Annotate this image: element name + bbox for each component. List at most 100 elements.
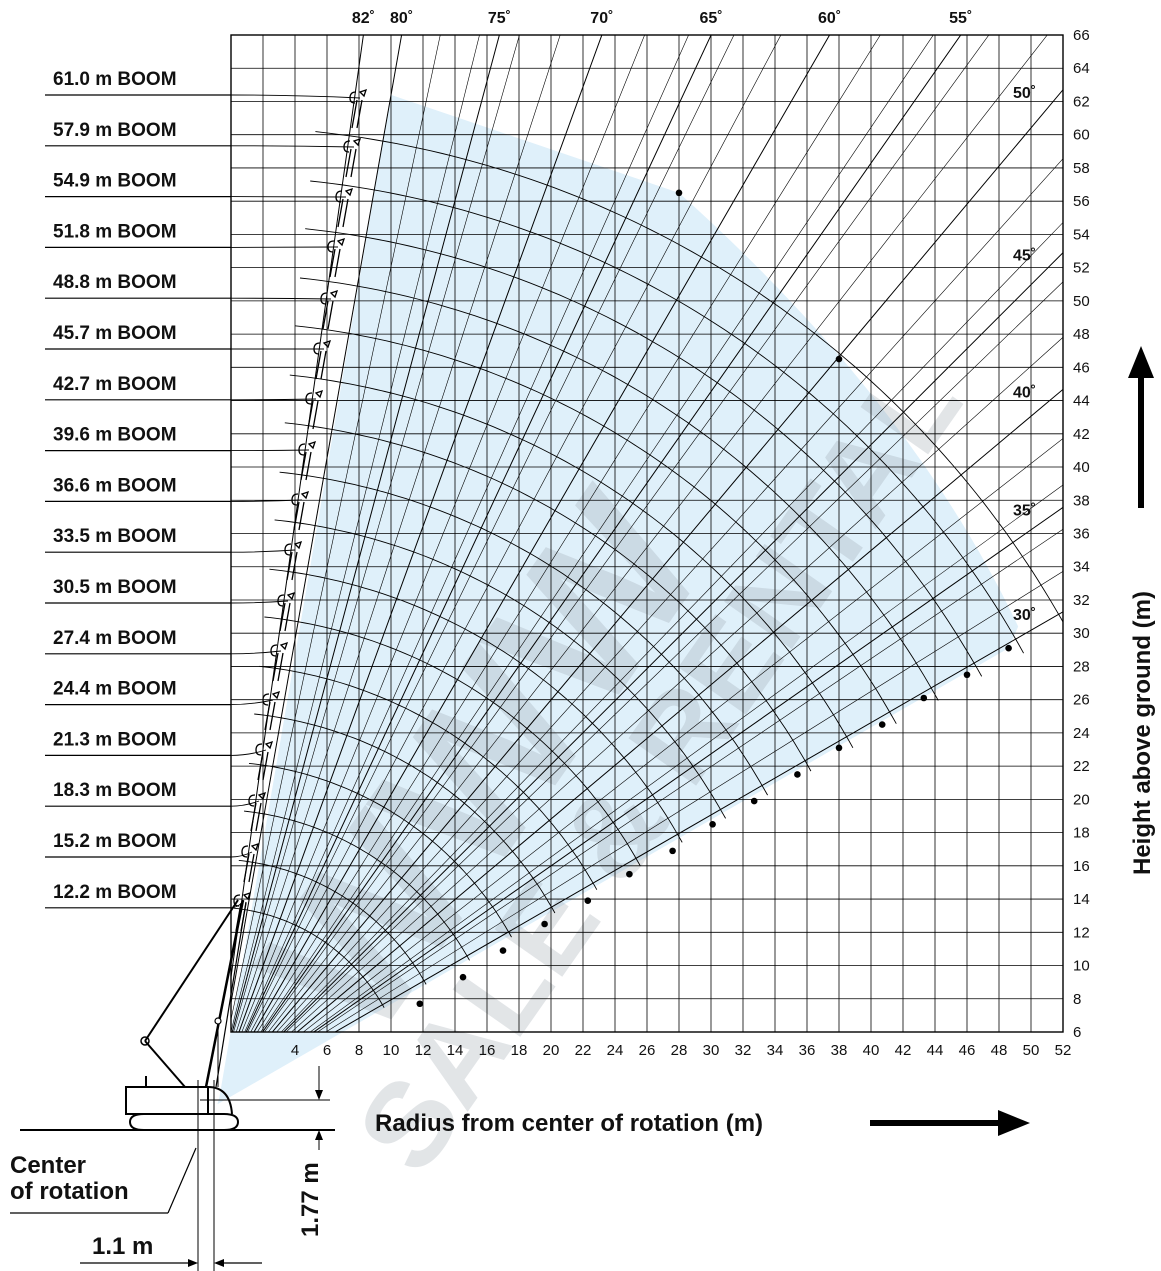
- angle-label-top: 80˚: [390, 10, 413, 27]
- boom-arc: [254, 713, 556, 914]
- angle-ray: [253, 35, 831, 1032]
- angle-label-right: 40˚: [1013, 384, 1036, 401]
- boom-label: 39.6 m BOOM: [53, 425, 177, 446]
- angle-ray: [231, 35, 403, 1006]
- angle-ray: [231, 35, 441, 1021]
- boom-label: 48.8 m BOOM: [53, 272, 177, 293]
- x-tick-label: 12: [415, 1042, 432, 1059]
- boom-arc: [299, 277, 939, 701]
- y-tick-label: 22: [1073, 758, 1090, 775]
- boom-tip-hook-icon: [248, 791, 267, 832]
- crane-pendant: [144, 899, 239, 1042]
- boom-end-point: [459, 973, 467, 981]
- plot-frame: [230, 34, 1064, 1033]
- boom-tip-hook-icon: [343, 137, 362, 178]
- y-tick-label: 26: [1073, 692, 1090, 709]
- boom-arc: [274, 519, 726, 819]
- boom-end-point: [750, 797, 758, 805]
- angle-ray: [245, 35, 712, 1032]
- boom-arc: [233, 907, 385, 1008]
- angle-ray: [334, 611, 1063, 1032]
- y-tick-label: 28: [1073, 658, 1090, 675]
- angle-label-right: 30˚: [1013, 607, 1036, 624]
- x-tick-label: 14: [447, 1042, 464, 1059]
- boom-end-point: [920, 694, 928, 702]
- x-tick-label: 48: [991, 1042, 1008, 1059]
- boom-end-point: [835, 744, 843, 752]
- y-tick-label: 48: [1073, 326, 1090, 343]
- boom-label: 15.2 m BOOM: [53, 831, 177, 852]
- crane-hook-block: [214, 1017, 222, 1025]
- center-of-rotation-leader: [10, 1147, 197, 1214]
- y-tick-label: 10: [1073, 958, 1090, 975]
- boom-tip-hook-icon: [298, 440, 317, 481]
- x-tick-label: 18: [511, 1042, 528, 1059]
- angle-label-top: 60˚: [818, 10, 841, 27]
- angle-ray: [235, 35, 561, 1032]
- boom-end-point: [626, 870, 633, 878]
- boom-label: 12.2 m BOOM: [53, 882, 177, 903]
- boom-end-point: [584, 897, 592, 905]
- y-tick-label: 8: [1073, 991, 1081, 1008]
- angle-ray: [296, 388, 1063, 1032]
- y-tick-label: 38: [1073, 492, 1090, 509]
- crane-tracks: [128, 1113, 240, 1131]
- boom-leader-line: [230, 94, 361, 99]
- y-tick-label: 66: [1073, 27, 1090, 44]
- boom-tip-hook-icon: [241, 842, 260, 883]
- boom-end-point: [669, 847, 676, 855]
- boom-label: 36.6 m BOOM: [53, 475, 177, 496]
- boom-arc: [310, 180, 1024, 654]
- boom-leader-line: [230, 398, 317, 401]
- boom-arc: [269, 568, 683, 843]
- y-tick-label: 20: [1073, 791, 1090, 808]
- boom-leader-line: [230, 650, 282, 655]
- boom-tip-hook-icon: [349, 88, 368, 129]
- x-tick-label: 4: [291, 1042, 299, 1059]
- angle-label-top: 65˚: [700, 10, 723, 27]
- x-tick-label: 44: [927, 1042, 944, 1059]
- boom-end-point: [835, 355, 843, 363]
- y-tick-label: 46: [1073, 359, 1090, 376]
- y-tick-label: 42: [1073, 426, 1090, 443]
- y-tick-label: 54: [1073, 226, 1090, 243]
- y-axis-title: Height above ground (m): [1129, 591, 1156, 875]
- boom-leader-line: [230, 297, 332, 300]
- boom-end-point: [1005, 644, 1012, 652]
- angle-ray: [317, 528, 1063, 1032]
- angle-ray: [309, 484, 1063, 1032]
- crane-cab: [207, 1086, 233, 1115]
- x-tick-label: 36: [799, 1042, 816, 1059]
- boom-arc: [248, 762, 512, 938]
- boom-label: 57.9 m BOOM: [53, 120, 177, 141]
- angle-label-right: 45˚: [1013, 248, 1036, 265]
- boom-tip-hook-icon: [277, 591, 296, 632]
- boom-arc: [289, 374, 854, 749]
- x-axis-title: Radius from center of rotation (m): [375, 1110, 763, 1137]
- boom-label: 51.8 m BOOM: [53, 221, 177, 242]
- boom-tip-hook-icon: [284, 540, 303, 581]
- boom-tip-hook-icon: [305, 389, 324, 430]
- boom-arc: [243, 810, 470, 961]
- x-tick-label: 52: [1055, 1042, 1072, 1059]
- angle-label-right: 50˚: [1013, 85, 1036, 102]
- x-tick-label: 22: [575, 1042, 592, 1059]
- boom-end-point: [541, 920, 548, 928]
- angle-ray: [276, 158, 1063, 1032]
- boom-label: 24.4 m BOOM: [53, 679, 177, 700]
- boom-end-point: [963, 671, 971, 679]
- angle-ray: [264, 35, 990, 1032]
- angle-ray: [267, 35, 1048, 1032]
- angle-ray: [325, 571, 1063, 1032]
- boom-leader-line: [230, 499, 303, 502]
- boom-leader-line: [230, 145, 355, 148]
- boom-end-point: [878, 721, 886, 728]
- x-tick-label: 46: [959, 1042, 976, 1059]
- angle-label-top: 70˚: [590, 10, 613, 27]
- angle-ray: [241, 35, 645, 1032]
- boom-tip-hook-icon: [262, 690, 281, 731]
- boom-end-point: [675, 189, 683, 197]
- center-of-rotation-label-line1: Center: [10, 1152, 86, 1179]
- angle-ray: [271, 88, 1063, 1032]
